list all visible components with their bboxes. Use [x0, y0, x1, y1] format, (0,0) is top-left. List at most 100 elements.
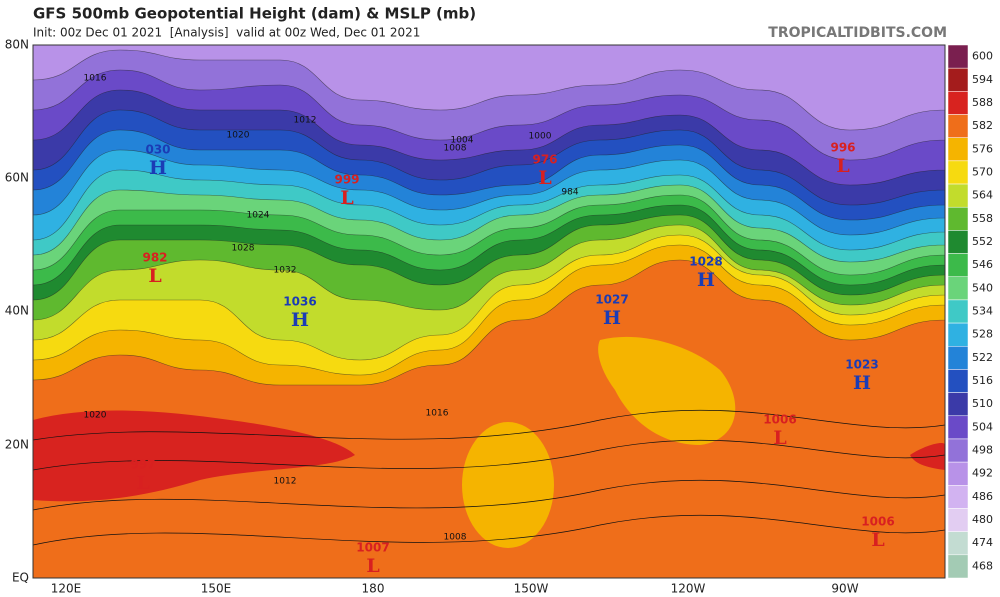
colorbar-cell — [947, 369, 969, 393]
center-symbol: L — [773, 427, 786, 449]
colorbar-label: 510 — [972, 397, 993, 410]
isobar-label: 1012 — [274, 477, 297, 487]
colorbar-label: 594 — [972, 73, 993, 86]
colorbar-label: 474 — [972, 536, 993, 549]
map-frame — [32, 44, 946, 579]
colorbar-cell — [947, 531, 969, 556]
colorbar-label: 486 — [972, 490, 993, 503]
height-band — [462, 422, 554, 548]
colorbar-cell — [947, 230, 969, 254]
center-symbol: L — [340, 187, 353, 209]
colorbar-cell — [947, 392, 969, 417]
lat-label: 20N — [5, 438, 29, 452]
colorbar-cell — [947, 438, 969, 463]
center-value: 976 — [532, 153, 557, 167]
lon-label: 90W — [831, 582, 858, 596]
colorbar-cell — [947, 554, 969, 579]
height-band — [33, 410, 355, 502]
lat-label: 80N — [5, 38, 29, 52]
colorbar-cell — [947, 485, 969, 509]
center-symbol: H — [149, 157, 167, 179]
colorbar-cell — [947, 114, 969, 138]
colorbar-label: 570 — [972, 165, 993, 178]
isobar-label: 1024 — [247, 211, 270, 221]
center-value: 997 — [130, 458, 155, 472]
colorbar-label: 480 — [972, 513, 993, 526]
center-symbol: H — [853, 372, 871, 394]
isobar-label: 1008 — [444, 533, 467, 543]
center-value: 1023 — [845, 358, 878, 372]
colorbar-label: 540 — [972, 281, 993, 294]
colorbar-cell — [947, 137, 969, 162]
colorbar-cell — [947, 67, 969, 92]
colorbar-cell — [947, 346, 969, 370]
isobar-label: 1000 — [529, 132, 552, 142]
isobar-label: 1032 — [274, 266, 297, 276]
colorbar-cell — [947, 253, 969, 277]
center-symbol: H — [603, 307, 621, 329]
lat-label: EQ — [12, 571, 29, 585]
center-value: 1007 — [356, 541, 389, 555]
center-value: 1036 — [283, 295, 316, 309]
isobar-label: 1016 — [84, 74, 107, 84]
colorbar-label: 468 — [972, 559, 993, 572]
isobar-label: 1012 — [294, 116, 317, 126]
colorbar-cell — [947, 183, 969, 208]
isobar-label: 1008 — [444, 144, 467, 154]
colorbar-label: 498 — [972, 444, 993, 457]
height-band — [910, 443, 945, 470]
height-band — [598, 336, 736, 445]
lon-label: 180 — [362, 582, 385, 596]
colorbar-cell — [947, 44, 969, 69]
colorbar-label: 582 — [972, 119, 993, 132]
colorbar-label: 576 — [972, 142, 993, 155]
isobar — [33, 514, 945, 546]
colorbar-label: 492 — [972, 467, 993, 480]
title: GFS 500mb Geopotential Height (dam) & MS… — [33, 5, 476, 23]
center-symbol: L — [366, 555, 379, 577]
center-value: 996 — [830, 141, 855, 155]
colorbar-cell — [947, 322, 969, 347]
height-band — [33, 45, 945, 131]
center-symbol: L — [836, 155, 849, 177]
colorbar-label: 552 — [972, 235, 993, 248]
lat-label: 40N — [5, 304, 29, 318]
center-symbol: H — [291, 309, 309, 331]
colorbar-label: 504 — [972, 420, 993, 433]
colorbar-cell — [947, 276, 969, 301]
colorbar-cell — [947, 508, 969, 532]
lon-label: 150W — [514, 582, 549, 596]
center-value: 1006 — [763, 413, 796, 427]
isobar-label: 1020 — [84, 411, 107, 421]
colorbar-label: 522 — [972, 351, 993, 364]
center-symbol: H — [697, 269, 715, 291]
isobar-label: 1028 — [232, 244, 255, 254]
colorbar-cell — [947, 299, 969, 324]
center-value: 982 — [142, 251, 167, 265]
colorbar-label: 558 — [972, 212, 993, 225]
colorbar-label: 600 — [972, 50, 993, 63]
isobar-label: 984 — [561, 188, 578, 198]
colorbar-label: 528 — [972, 328, 993, 341]
colorbar-cell — [947, 160, 969, 185]
center-symbol: L — [148, 265, 161, 287]
center-symbol: L — [136, 472, 149, 494]
center-symbol: L — [538, 167, 551, 189]
colorbar-label: 588 — [972, 96, 993, 109]
lon-label: 120E — [51, 582, 82, 596]
center-value: 1028 — [689, 255, 722, 269]
isobar — [33, 479, 945, 511]
center-symbol: L — [871, 529, 884, 551]
colorbar-cell — [947, 461, 969, 486]
subtitle: Init: 00z Dec 01 2021 [Analysis] valid a… — [33, 26, 420, 40]
colorbar-label: 534 — [972, 305, 993, 318]
isobar-label: 1020 — [227, 131, 250, 141]
center-value: 999 — [334, 173, 359, 187]
center-value: 1006 — [861, 515, 894, 529]
lon-label: 120W — [671, 582, 706, 596]
isobar-label: 1016 — [426, 409, 449, 419]
isobar-label: 1004 — [451, 136, 474, 146]
